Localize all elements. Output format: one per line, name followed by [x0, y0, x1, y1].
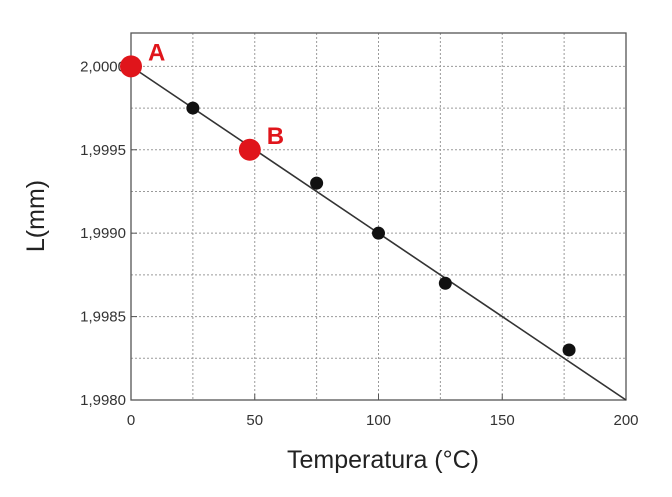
y-tick-label: 2,0000	[80, 58, 126, 75]
data-point	[310, 176, 324, 190]
x-tick-label: 100	[366, 412, 391, 429]
data-points	[186, 101, 576, 357]
data-point	[372, 226, 385, 240]
highlight-point-b	[238, 138, 261, 161]
highlight-label-a: A	[148, 39, 165, 66]
highlighted-points: AB	[120, 39, 284, 161]
x-tick-label: 0	[127, 412, 135, 429]
data-point	[562, 343, 576, 357]
data-point	[186, 101, 200, 115]
y-axis-title: L(mm)	[22, 180, 50, 252]
grid	[131, 33, 626, 400]
y-tick-label: 1,9980	[80, 392, 126, 409]
x-tick-label: 50	[246, 412, 263, 429]
highlight-point-a	[120, 55, 142, 78]
x-axis-title: Temperatura (°C)	[287, 446, 479, 474]
y-tick-label: 1,9990	[80, 225, 126, 242]
x-tick-label: 150	[490, 412, 515, 429]
plot-frame	[130, 32, 627, 401]
data-point	[438, 276, 452, 290]
y-tick-label: 1,9985	[80, 309, 126, 326]
axis-ticks: 0 50 100 150 200 1,9980 1,9985 1,9990 1,9995 2,00…	[80, 58, 638, 429]
x-tick-label: 200	[613, 412, 638, 429]
highlight-label-b: B	[267, 123, 284, 150]
y-tick-label: 1,9995	[80, 142, 126, 159]
